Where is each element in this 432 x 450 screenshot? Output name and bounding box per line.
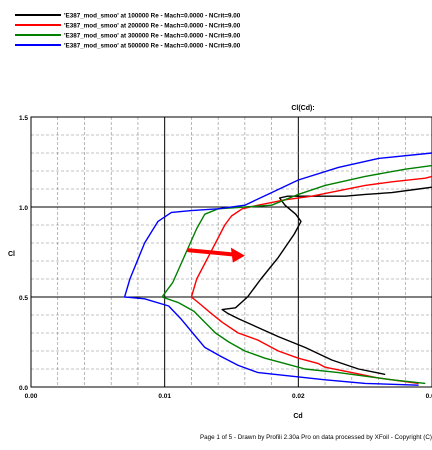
grid: [31, 117, 432, 387]
annotation-arrow: [186, 247, 245, 263]
y-tick-label: 1.5: [19, 115, 28, 122]
series-line-2: [190, 175, 432, 385]
tick-labels: 0.00 0.01 0.02 0.03 0.0 0.5 1.0 1.5: [19, 115, 432, 400]
series-line-4: [123, 152, 432, 386]
legend-label: 'E387_mod_smoo' at 100000 Re - Mach=0.00…: [64, 13, 241, 20]
chart-title: Cl(Cd):: [291, 105, 314, 112]
y-tick-label: 1.0: [19, 205, 28, 212]
y-tick-label: 0.0: [19, 385, 28, 392]
y-tick-label: 0.5: [19, 295, 28, 302]
x-axis-label: Cd: [293, 413, 302, 420]
legend-label: 'E387_mod_smoo' at 300000 Re - Mach=0.00…: [64, 33, 241, 40]
x-tick-label: 0.00: [25, 393, 38, 400]
x-tick-label: 0.02: [292, 393, 305, 400]
series-line-1: [221, 186, 432, 376]
arrow-shaft: [186, 248, 237, 257]
legend: 'E387_mod_smoo' at 100000 Re - Mach=0.00…: [15, 13, 241, 50]
series-group: [123, 152, 432, 386]
series-line-3: [161, 164, 432, 385]
y-axis-label: Cl: [8, 251, 15, 258]
plot-frame: [30, 116, 432, 388]
x-tick-label: 0.03: [426, 393, 432, 400]
legend-label: 'E387_mod_smoo' at 200000 Re - Mach=0.00…: [64, 23, 241, 30]
arrow-head: [230, 247, 245, 263]
footer-text: Page 1 of 5 - Drawn by Profili 2.30a Pro…: [200, 434, 432, 441]
x-tick-label: 0.01: [158, 393, 171, 400]
legend-label: 'E387_mod_smoo' at 500000 Re - Mach=0.00…: [64, 43, 241, 50]
